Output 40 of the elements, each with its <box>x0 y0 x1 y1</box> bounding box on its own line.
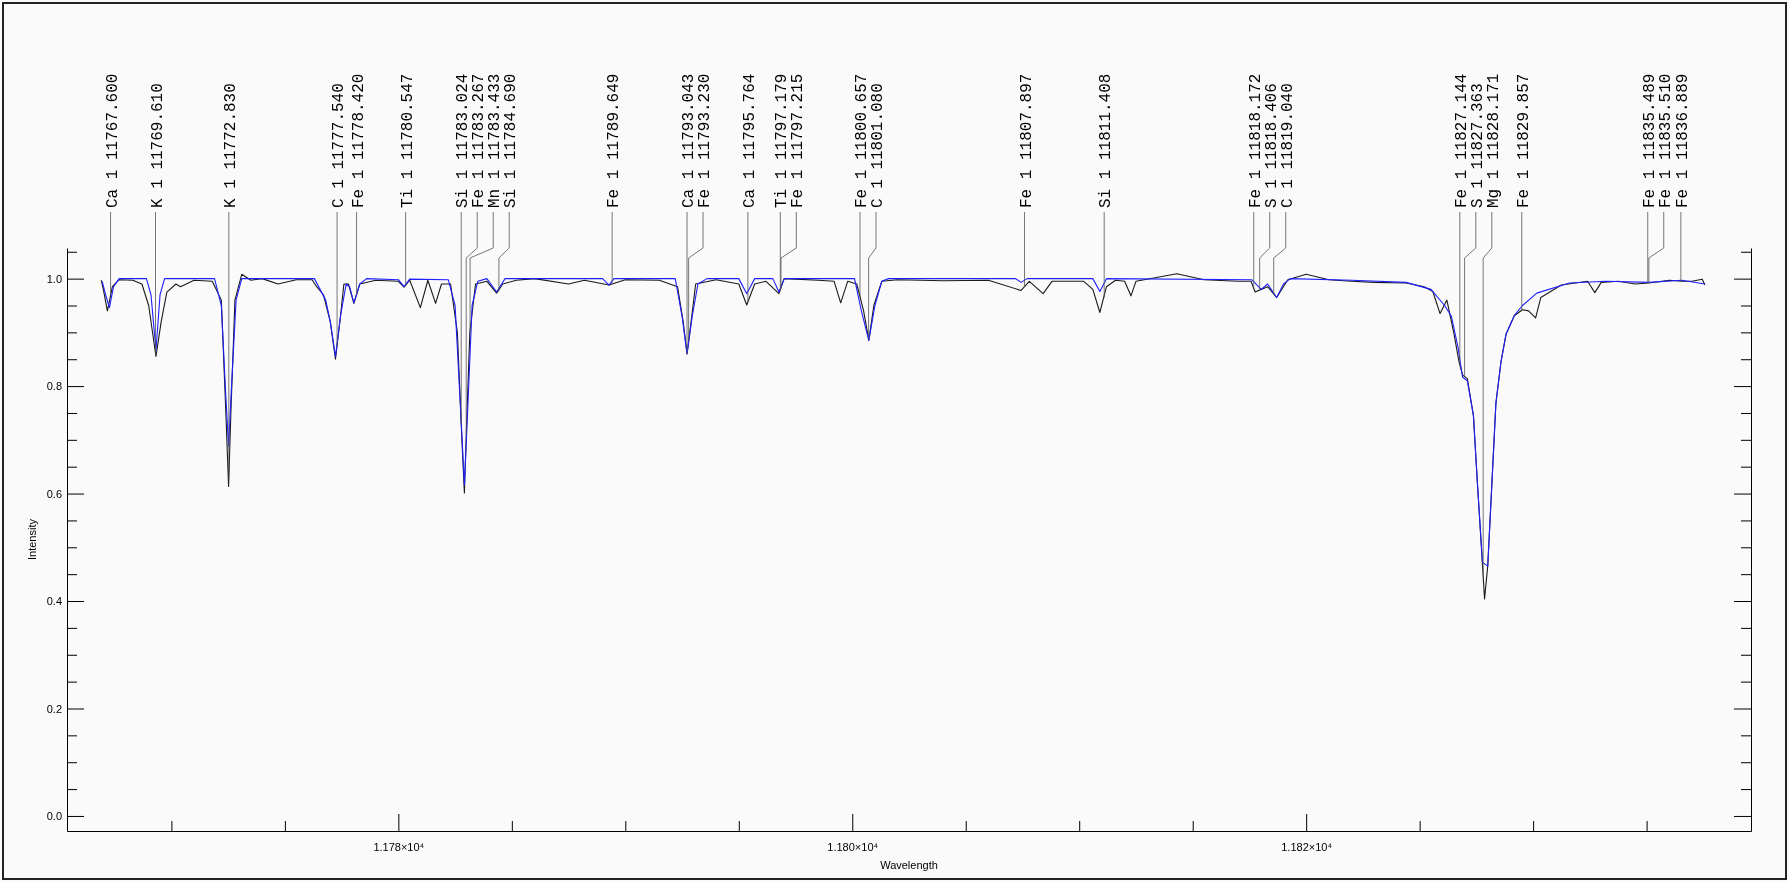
annotation: S 1 11827.363 <box>1468 83 1487 208</box>
annotation: Fe 1 11800.657 <box>852 73 871 208</box>
annotation: Si 1 11784.690 <box>502 73 521 208</box>
y-tick-label: 0.0 <box>46 809 62 822</box>
annotation: Fe 1 11778.420 <box>349 73 368 208</box>
annotation: Fe 1 11807.897 <box>1017 73 1036 208</box>
annotation: Fe 1 11829.857 <box>1514 73 1533 208</box>
annotation: C 1 11801.080 <box>868 83 887 208</box>
annotation: Ti 1 11797.179 <box>773 73 792 208</box>
annotation: Ca 1 11795.764 <box>740 73 759 208</box>
y-tick-label: 0.6 <box>46 487 62 500</box>
y-tick-label: 0.8 <box>46 380 62 393</box>
annotation: Fe 1 11797.215 <box>789 73 808 208</box>
annotation: Fe 1 11836.889 <box>1673 73 1692 208</box>
annotation: Mg 1 11828.171 <box>1484 73 1503 208</box>
annotation: Fe 1 11835.510 <box>1656 73 1675 208</box>
y-tick-label: 1.0 <box>46 272 62 285</box>
annotation: Fe 1 11835.489 <box>1640 73 1659 208</box>
annotation: Fe 1 11793.230 <box>696 73 715 208</box>
annotation: Si 1 11811.408 <box>1097 73 1116 208</box>
annotation: C 1 11819.040 <box>1278 83 1297 208</box>
x-tick-label: 1.180×10⁴ <box>827 840 879 853</box>
annotation: Fe 1 11827.144 <box>1452 73 1471 208</box>
annotation: K 1 11772.830 <box>221 83 240 208</box>
x-tick-label: 1.178×10⁴ <box>373 840 425 853</box>
annotation: Ca 1 11793.043 <box>680 73 699 208</box>
annotation: Fe 1 11789.649 <box>605 73 624 208</box>
annotation: Fe 1 11818.172 <box>1246 73 1265 208</box>
annotation: Si 1 11783.024 <box>454 73 473 208</box>
x-tick-label: 1.182×10⁴ <box>1281 840 1333 853</box>
annotation: S 1 11818.406 <box>1262 83 1281 208</box>
x-axis-title: Wavelength <box>880 859 938 871</box>
annotation: Ti 1 11780.547 <box>398 73 417 208</box>
y-tick-label: 0.2 <box>46 702 62 715</box>
annotation: K 1 11769.610 <box>148 83 167 208</box>
annotation: Fe 1 11783.267 <box>470 73 489 208</box>
y-tick-label: 0.4 <box>46 595 62 608</box>
annotation: C 1 11777.540 <box>330 83 349 208</box>
y-axis-title: Intensity <box>26 518 38 560</box>
annotation: Ca 1 11767.600 <box>103 73 122 208</box>
